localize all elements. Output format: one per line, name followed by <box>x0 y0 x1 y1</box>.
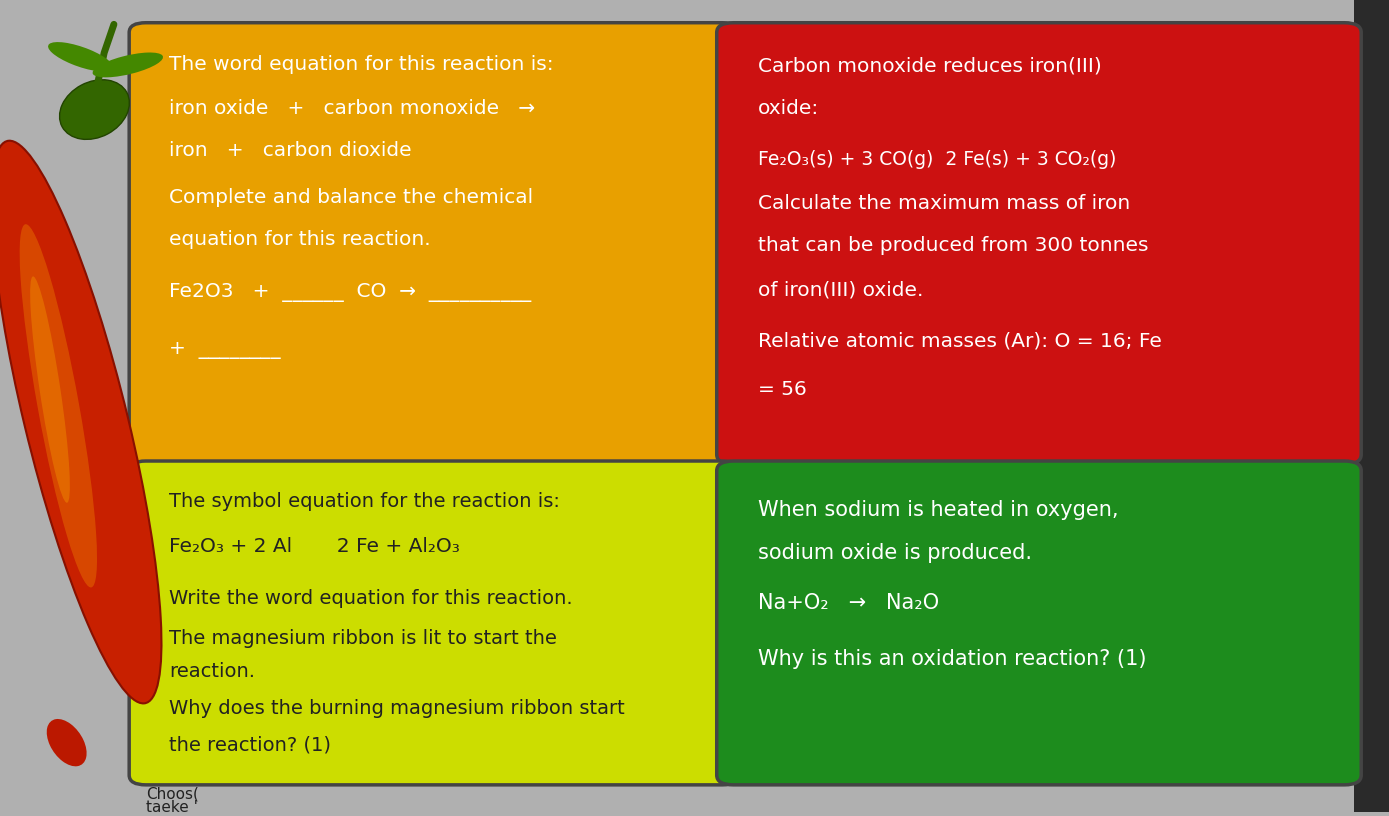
Text: The magnesium ribbon is lit to start the: The magnesium ribbon is lit to start the <box>169 628 557 648</box>
Text: The symbol equation for the reaction is:: The symbol equation for the reaction is: <box>169 492 560 511</box>
Text: of iron(III) oxide.: of iron(III) oxide. <box>758 281 924 299</box>
Text: Relative atomic masses (Ar): O = 16; Fe: Relative atomic masses (Ar): O = 16; Fe <box>758 331 1161 350</box>
Text: = 56: = 56 <box>758 379 807 398</box>
Text: Choos(: Choos( <box>146 787 199 801</box>
Text: +  ________: + ________ <box>169 339 281 358</box>
Text: Fe₂O₃(s) + 3 CO(g)  2 Fe(s) + 3 CO₂(g): Fe₂O₃(s) + 3 CO(g) 2 Fe(s) + 3 CO₂(g) <box>758 149 1117 169</box>
Text: Complete and balance the chemical: Complete and balance the chemical <box>169 188 533 206</box>
Text: The word equation for this reaction is:: The word equation for this reaction is: <box>169 55 554 73</box>
Ellipse shape <box>47 719 86 766</box>
Text: Fe2O3   +  ______  CO  →  __________: Fe2O3 + ______ CO → __________ <box>169 282 531 302</box>
FancyBboxPatch shape <box>717 461 1361 785</box>
Ellipse shape <box>60 80 129 140</box>
Text: Fe₂O₃ + 2 Al       2 Fe + Al₂O₃: Fe₂O₃ + 2 Al 2 Fe + Al₂O₃ <box>169 538 460 557</box>
Text: oxide:: oxide: <box>758 99 820 118</box>
Text: Calculate the maximum mass of iron: Calculate the maximum mass of iron <box>758 194 1131 213</box>
Text: taeke ': taeke ' <box>146 800 197 815</box>
Text: Write the word equation for this reaction.: Write the word equation for this reactio… <box>169 589 572 608</box>
Text: sodium oxide is produced.: sodium oxide is produced. <box>758 543 1032 563</box>
Ellipse shape <box>31 277 69 503</box>
Text: the reaction? (1): the reaction? (1) <box>169 735 331 754</box>
Ellipse shape <box>93 52 163 78</box>
Text: iron oxide   +   carbon monoxide   →: iron oxide + carbon monoxide → <box>169 99 535 118</box>
Text: Why does the burning magnesium ribbon start: Why does the burning magnesium ribbon st… <box>169 698 625 717</box>
FancyBboxPatch shape <box>129 23 739 464</box>
Ellipse shape <box>19 224 97 588</box>
Text: Na+O₂   →   Na₂O: Na+O₂ → Na₂O <box>758 593 939 613</box>
FancyBboxPatch shape <box>717 23 1361 464</box>
Ellipse shape <box>49 42 113 72</box>
Ellipse shape <box>0 140 161 703</box>
Text: that can be produced from 300 tonnes: that can be produced from 300 tonnes <box>758 236 1149 255</box>
Text: equation for this reaction.: equation for this reaction. <box>169 230 431 249</box>
Text: When sodium is heated in oxygen,: When sodium is heated in oxygen, <box>758 500 1118 521</box>
Text: Why is this an oxidation reaction? (1): Why is this an oxidation reaction? (1) <box>758 650 1146 669</box>
Text: Carbon monoxide reduces iron(III): Carbon monoxide reduces iron(III) <box>758 57 1101 76</box>
Text: iron   +   carbon dioxide: iron + carbon dioxide <box>169 141 411 160</box>
Bar <box>1354 0 1389 812</box>
Text: reaction.: reaction. <box>169 662 256 681</box>
FancyBboxPatch shape <box>129 461 739 785</box>
